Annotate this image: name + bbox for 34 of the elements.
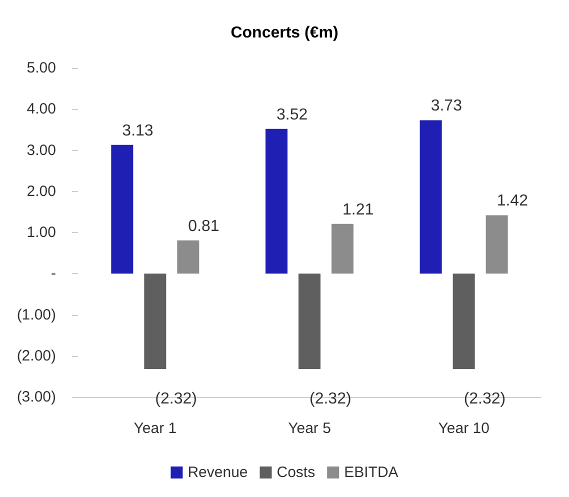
bar	[266, 128, 288, 274]
data-label: 3.13	[122, 122, 154, 140]
bar	[452, 274, 475, 370]
y-tick-label: -	[51, 265, 56, 282]
data-label: 1.42	[496, 192, 528, 210]
data-label: (2.32)	[464, 390, 506, 408]
y-tick-label: 5.00	[26, 60, 56, 76]
bar	[144, 274, 166, 370]
data-label: 3.73	[430, 98, 462, 115]
chart-title: Concerts (€m)	[230, 24, 338, 42]
data-label: 3.52	[276, 106, 308, 124]
legend-label: EBITDA	[344, 464, 398, 481]
data-label: (2.32)	[310, 390, 352, 408]
y-tick-label: 2.00	[26, 182, 56, 200]
y-tick-label: 3.00	[26, 142, 56, 159]
data-label: 1.21	[342, 201, 374, 218]
bar	[177, 240, 200, 274]
y-tick-label: (3.00)	[16, 388, 56, 406]
data-label: (2.32)	[155, 390, 197, 408]
bar	[111, 144, 134, 274]
legend-label: Revenue	[188, 464, 248, 481]
data-label: 0.81	[188, 218, 220, 235]
y-tick-label: (1.00)	[16, 306, 56, 324]
y-tick-label: 4.00	[26, 100, 56, 118]
legend-label: Costs	[276, 464, 316, 481]
y-tick-label: 1.00	[26, 224, 56, 241]
x-tick-label: Year 10	[438, 420, 490, 437]
bar	[332, 224, 354, 274]
bar	[486, 215, 508, 274]
y-tick-label: (2.00)	[16, 347, 56, 364]
bar	[420, 120, 442, 274]
x-tick-label: Year 1	[134, 420, 177, 437]
x-tick-label: Year 5	[288, 420, 331, 437]
bar	[298, 274, 320, 370]
